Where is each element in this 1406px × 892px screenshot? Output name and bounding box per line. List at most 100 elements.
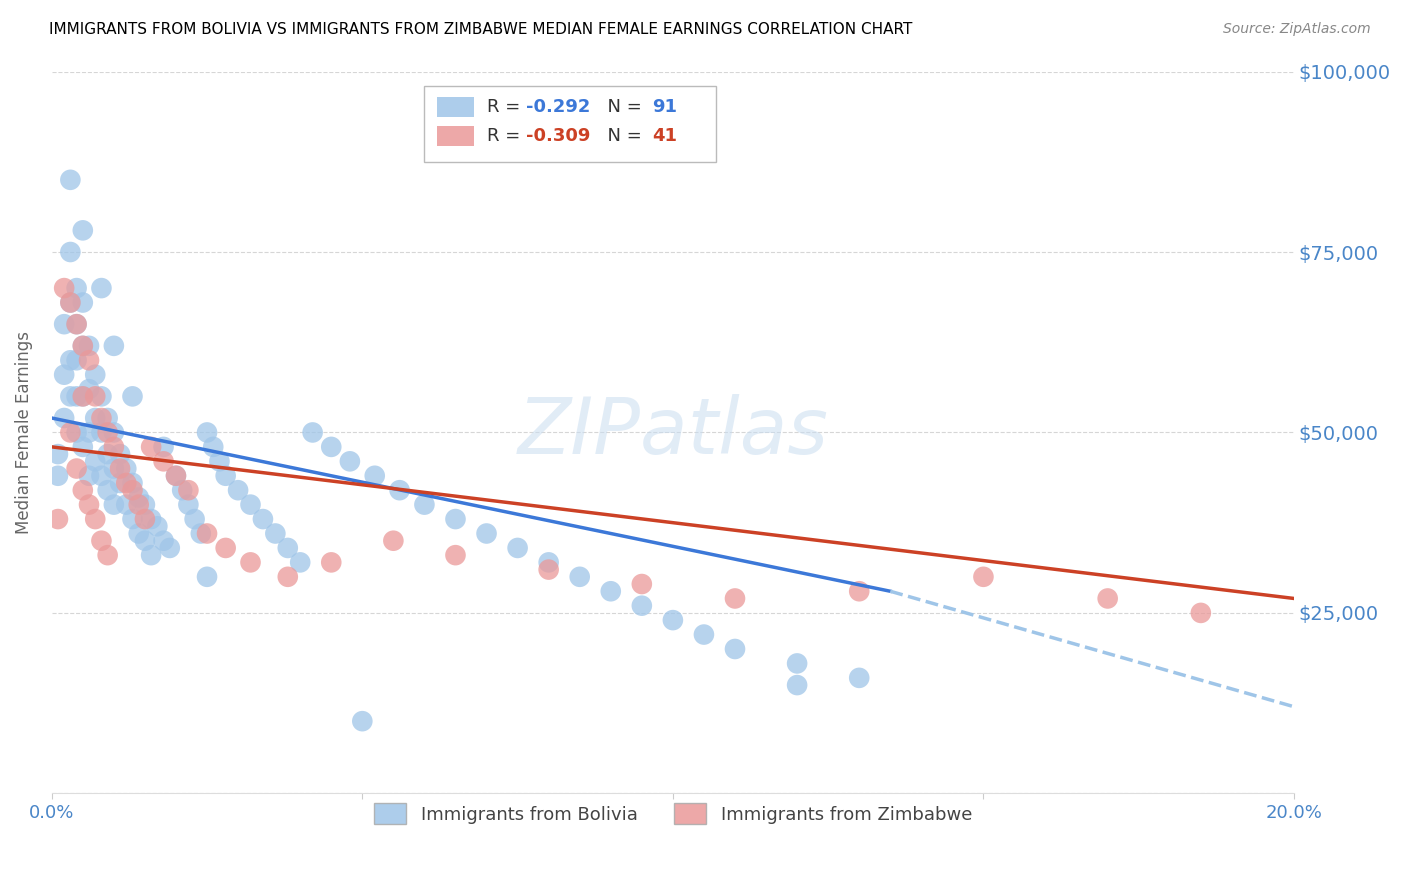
Point xyxy=(202,440,225,454)
Point xyxy=(444,512,467,526)
Point xyxy=(159,541,181,555)
Point xyxy=(134,498,156,512)
Point xyxy=(239,555,262,569)
Point xyxy=(108,447,131,461)
Point xyxy=(103,339,125,353)
Point xyxy=(90,468,112,483)
Point xyxy=(97,425,120,440)
Text: Source: ZipAtlas.com: Source: ZipAtlas.com xyxy=(1223,22,1371,37)
Point xyxy=(630,599,652,613)
Point xyxy=(97,411,120,425)
Point xyxy=(103,461,125,475)
Point xyxy=(134,533,156,548)
Point xyxy=(65,425,87,440)
Point xyxy=(108,475,131,490)
Point xyxy=(77,339,100,353)
Point xyxy=(128,491,150,505)
Point xyxy=(108,461,131,475)
Point xyxy=(121,389,143,403)
Point xyxy=(77,425,100,440)
Point xyxy=(103,498,125,512)
Point xyxy=(693,627,716,641)
Point xyxy=(413,498,436,512)
Point xyxy=(215,468,238,483)
Point xyxy=(53,317,76,331)
Point xyxy=(321,440,343,454)
Point xyxy=(152,533,174,548)
Point xyxy=(290,555,312,569)
Point xyxy=(1097,591,1119,606)
Text: IMMIGRANTS FROM BOLIVIA VS IMMIGRANTS FROM ZIMBABWE MEDIAN FEMALE EARNINGS CORRE: IMMIGRANTS FROM BOLIVIA VS IMMIGRANTS FR… xyxy=(49,22,912,37)
Point xyxy=(59,425,82,440)
Point xyxy=(724,591,747,606)
Point xyxy=(786,657,808,671)
Point xyxy=(115,498,138,512)
Point xyxy=(475,526,498,541)
Point xyxy=(239,498,262,512)
Point xyxy=(90,389,112,403)
Point xyxy=(59,173,82,187)
Legend: Immigrants from Bolivia, Immigrants from Zimbabwe: Immigrants from Bolivia, Immigrants from… xyxy=(363,792,983,835)
Point xyxy=(183,512,205,526)
Bar xyxy=(437,126,474,146)
Point xyxy=(59,353,82,368)
Point xyxy=(72,295,94,310)
Point xyxy=(128,498,150,512)
Point xyxy=(46,447,69,461)
Point xyxy=(506,541,529,555)
Point xyxy=(195,570,218,584)
Point xyxy=(848,671,870,685)
Point xyxy=(139,512,162,526)
Point xyxy=(165,468,187,483)
Text: N =: N = xyxy=(596,98,647,116)
Point xyxy=(190,526,212,541)
Point xyxy=(134,512,156,526)
Point xyxy=(301,425,323,440)
Point xyxy=(46,512,69,526)
Text: 91: 91 xyxy=(652,98,676,116)
Point xyxy=(364,468,387,483)
Y-axis label: Median Female Earnings: Median Female Earnings xyxy=(15,331,32,534)
Point xyxy=(121,475,143,490)
Point xyxy=(537,563,560,577)
Point xyxy=(724,642,747,657)
Point xyxy=(277,541,299,555)
Point xyxy=(121,483,143,498)
Point xyxy=(226,483,249,498)
Point xyxy=(72,389,94,403)
Point xyxy=(53,368,76,382)
Point xyxy=(139,440,162,454)
Point xyxy=(59,389,82,403)
Point xyxy=(72,440,94,454)
Point xyxy=(77,382,100,396)
Point xyxy=(215,541,238,555)
Point xyxy=(84,512,107,526)
Point xyxy=(115,461,138,475)
Point xyxy=(65,281,87,295)
Point xyxy=(59,295,82,310)
Point xyxy=(152,440,174,454)
Point xyxy=(195,526,218,541)
Point xyxy=(152,454,174,468)
Point xyxy=(53,411,76,425)
Point xyxy=(172,483,194,498)
Point xyxy=(65,461,87,475)
Point xyxy=(59,245,82,260)
Point xyxy=(264,526,287,541)
Point xyxy=(72,223,94,237)
Point xyxy=(177,483,200,498)
Point xyxy=(65,389,87,403)
Point xyxy=(339,454,361,468)
Point xyxy=(382,533,405,548)
Point xyxy=(103,425,125,440)
Point xyxy=(90,411,112,425)
Point xyxy=(97,548,120,562)
Point xyxy=(84,389,107,403)
Point xyxy=(537,555,560,569)
Point xyxy=(786,678,808,692)
Text: R =: R = xyxy=(486,98,526,116)
Point xyxy=(46,468,69,483)
Point xyxy=(128,526,150,541)
Point xyxy=(65,353,87,368)
Point xyxy=(444,548,467,562)
